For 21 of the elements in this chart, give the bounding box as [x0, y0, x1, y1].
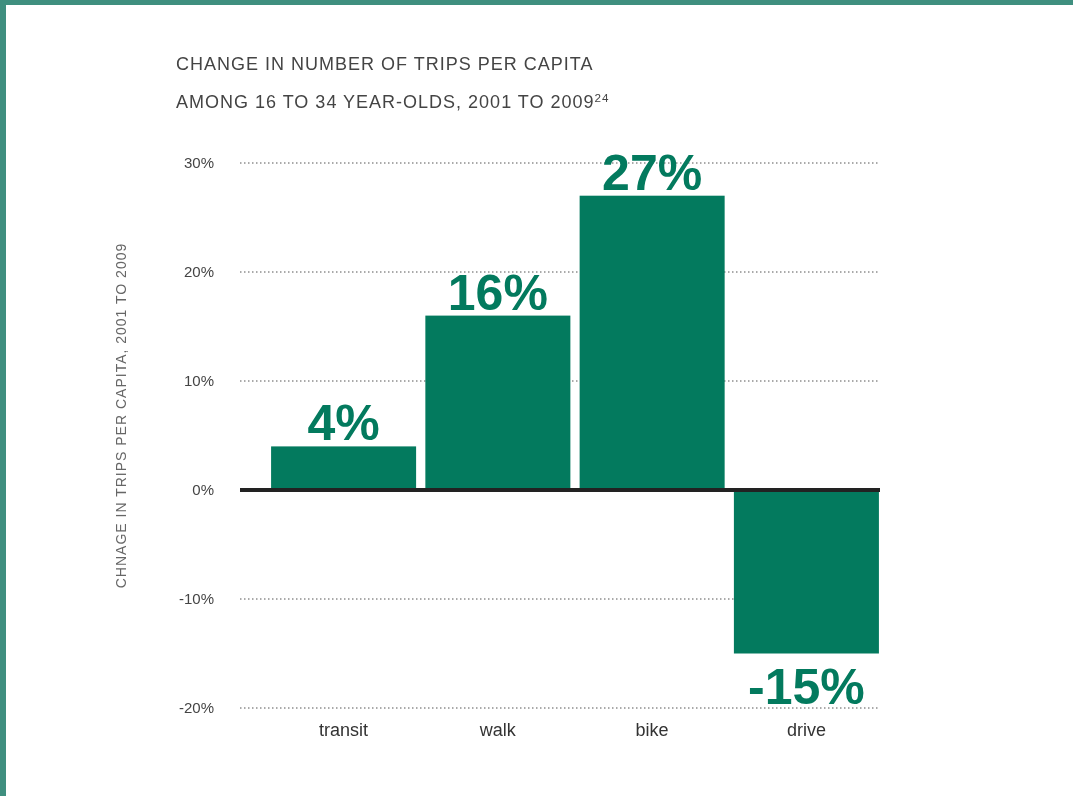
y-tick-label: 10%: [183, 372, 214, 390]
bar: [733, 490, 879, 654]
data-label: 27%: [602, 144, 703, 201]
data-label: -15%: [748, 658, 865, 715]
bar: [579, 195, 725, 490]
x-tick-label: transit: [319, 720, 369, 740]
bar: [425, 315, 571, 490]
data-label: 4%: [307, 395, 380, 452]
x-tick-label: bike: [635, 720, 669, 740]
y-tick-label: 30%: [183, 154, 214, 172]
x-tick-label: drive: [786, 720, 826, 740]
y-tick-label: 20%: [183, 263, 214, 281]
chart-title: CHANGE IN NUMBER OF TRIPS PER CAPITA: [176, 54, 594, 74]
y-tick-label: -20%: [178, 699, 214, 717]
x-tick-label: walk: [478, 720, 517, 740]
bar: [271, 446, 417, 490]
chart-subtitle: AMONG 16 TO 34 YEAR-OLDS, 2001 TO 2009$^{24}$: [176, 90, 610, 112]
y-tick-label: 0%: [192, 481, 214, 499]
y-axis-title: CHNAGE IN TRIPS PER CAPITA, 2001 TO 2009: [113, 242, 129, 589]
y-tick-label: -10%: [178, 590, 214, 608]
data-label: 16%: [447, 264, 548, 321]
